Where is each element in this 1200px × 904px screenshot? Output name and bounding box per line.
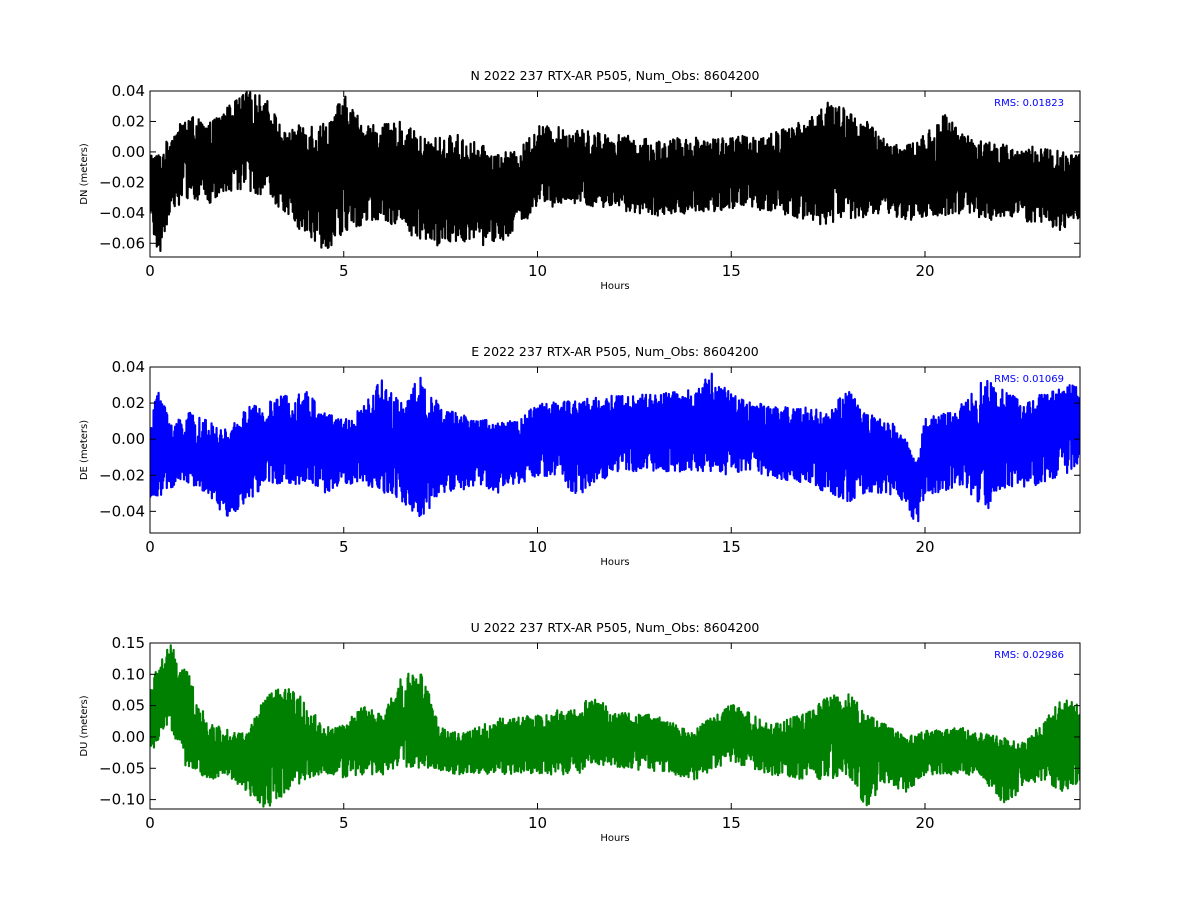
n-y-tick-label: −0.04 xyxy=(99,204,145,222)
e-x-tick-label: 15 xyxy=(722,538,741,556)
e-y-axis-label: DE (meters) xyxy=(79,420,90,480)
n-rms-annotation: RMS: 0.01823 xyxy=(994,98,1064,109)
n-x-axis-label: Hours xyxy=(600,281,629,292)
e-y-tick-label: −0.02 xyxy=(99,466,145,484)
n-x-tick-label: 20 xyxy=(915,262,934,280)
e-x-axis-label: Hours xyxy=(600,557,629,568)
n-x-tick-label: 5 xyxy=(339,262,349,280)
n-axes-frame xyxy=(149,90,1081,258)
n-y-tick-label: −0.06 xyxy=(99,234,145,252)
n-x-tick-label: 0 xyxy=(145,262,155,280)
e-y-tick-label: 0.02 xyxy=(112,394,145,412)
u-x-axis-label: Hours xyxy=(600,833,629,844)
n-x-tick-label: 10 xyxy=(528,262,547,280)
n-chart-title: N 2022 237 RTX-AR P505, Num_Obs: 8604200 xyxy=(471,68,760,83)
u-y-tick-label: 0.05 xyxy=(112,697,145,715)
n-y-tick-label: 0.02 xyxy=(112,112,145,130)
e-x-tick-label: 10 xyxy=(528,538,547,556)
u-x-tick-label: 15 xyxy=(722,814,741,832)
u-x-tick-label: 5 xyxy=(339,814,349,832)
e-x-tick-label: 5 xyxy=(339,538,349,556)
e-y-tick-label: 0.04 xyxy=(112,358,145,376)
u-x-tick-label: 20 xyxy=(915,814,934,832)
n-y-tick-label: 0.04 xyxy=(112,82,145,100)
u-x-tick-label: 10 xyxy=(528,814,547,832)
u-y-axis-label: DU (meters) xyxy=(79,695,90,756)
u-y-tick-label: 0.10 xyxy=(112,665,145,683)
e-x-tick-label: 0 xyxy=(145,538,155,556)
e-panel: 0 5 10 15 20 −0.04 −0.02 0.00 0.02 0.04 E 2022 237… xyxy=(79,344,1081,568)
n-y-axis-label: DN (meters) xyxy=(79,143,90,205)
u-rms-annotation: RMS: 0.02986 xyxy=(994,650,1064,661)
u-y-tick-label: 0.00 xyxy=(112,728,145,746)
e-rms-annotation: RMS: 0.01069 xyxy=(994,374,1064,385)
e-x-tick-label: 20 xyxy=(915,538,934,556)
u-panel: 0 5 10 15 20 −0.10 −0.05 0.00 0.05 0.10 0.15 U 2022… xyxy=(79,620,1081,844)
e-chart-title: E 2022 237 RTX-AR P505, Num_Obs: 8604200 xyxy=(471,344,759,359)
u-chart-title: U 2022 237 RTX-AR P505, Num_Obs: 8604200 xyxy=(471,620,760,635)
e-series-line xyxy=(150,372,1080,523)
n-y-tick-label: −0.02 xyxy=(99,173,145,191)
n-series-line xyxy=(150,91,1080,252)
u-axes-frame xyxy=(149,642,1081,810)
n-y-tick-label: 0.00 xyxy=(112,143,145,161)
u-x-tick-label: 0 xyxy=(145,814,155,832)
e-y-tick-label: −0.04 xyxy=(99,502,145,520)
u-y-tick-label: −0.05 xyxy=(99,759,145,777)
u-y-tick-label: −0.10 xyxy=(99,791,145,809)
n-panel: 0 5 10 15 20 −0.06 −0.04 −0.02 0.00 0.02 0.04 N 202… xyxy=(79,68,1081,292)
n-x-tick-label: 15 xyxy=(722,262,741,280)
e-axes-frame xyxy=(149,366,1081,534)
u-series-line xyxy=(150,644,1080,808)
e-y-tick-label: 0.00 xyxy=(112,430,145,448)
u-y-tick-label: 0.15 xyxy=(112,634,145,652)
